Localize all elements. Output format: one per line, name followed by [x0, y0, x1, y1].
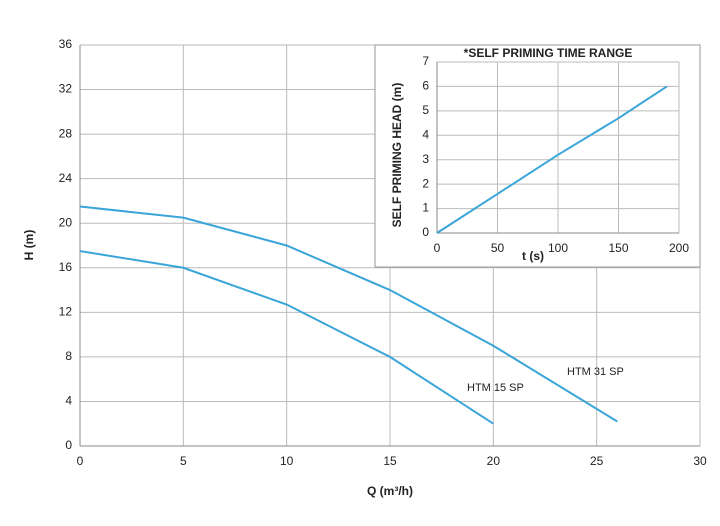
x-tick-label: 150 — [608, 241, 628, 255]
series-label: HTM 15 SP — [467, 382, 524, 394]
x-tick-label: 0 — [434, 241, 441, 255]
chart-title: *SELF PRIMING TIME RANGE — [464, 46, 633, 60]
inset-background — [374, 44, 701, 268]
y-tick-label: 16 — [59, 260, 73, 274]
y-tick-label: 4 — [65, 394, 72, 408]
x-tick-label: 15 — [383, 454, 397, 468]
y-tick-label: 36 — [59, 37, 73, 51]
y-tick-label: 32 — [59, 82, 73, 96]
y-axis-label: H (m) — [22, 230, 36, 261]
line-series — [79, 250, 494, 425]
y-tick-label: 8 — [65, 349, 72, 363]
line-series — [79, 205, 618, 423]
x-axis-label: Q (m³/h) — [367, 484, 413, 498]
y-tick-label: 2 — [422, 176, 429, 190]
y-tick-label: 5 — [422, 103, 429, 117]
x-tick-label: 200 — [669, 241, 689, 255]
y-tick-label: 6 — [422, 79, 429, 93]
x-tick-label: 5 — [180, 454, 187, 468]
x-axis-label: t (s) — [522, 249, 544, 263]
series-label: HTM 31 SP — [567, 366, 624, 378]
x-tick-label: 0 — [77, 454, 84, 468]
y-tick-label: 7 — [422, 54, 429, 68]
x-tick-label: 30 — [693, 454, 707, 468]
y-tick-label: 0 — [422, 225, 429, 239]
x-tick-label: 25 — [590, 454, 604, 468]
line-series — [436, 85, 668, 234]
y-tick-label: 20 — [59, 215, 73, 229]
y-tick-label: 4 — [422, 127, 429, 141]
y-axis-label: SELF PRIMING HEAD (m) — [390, 83, 404, 228]
x-tick-label: 50 — [491, 241, 505, 255]
y-tick-label: 24 — [59, 171, 73, 185]
y-tick-label: 28 — [59, 126, 73, 140]
y-tick-label: 1 — [422, 201, 429, 215]
x-tick-label: 100 — [548, 241, 568, 255]
x-tick-label: 10 — [280, 454, 294, 468]
x-tick-label: 20 — [487, 454, 501, 468]
y-tick-label: 12 — [59, 305, 73, 319]
y-tick-label: 0 — [65, 438, 72, 452]
y-tick-label: 3 — [422, 152, 429, 166]
